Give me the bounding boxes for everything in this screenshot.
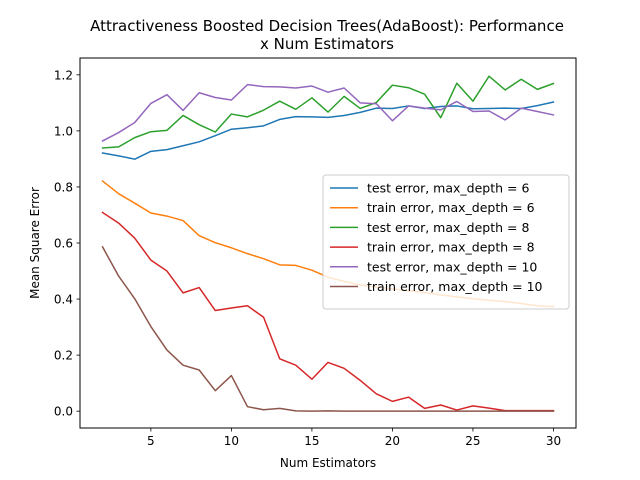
legend-label-1: train error, max_depth = 6 [367, 200, 535, 215]
y-tick-label: 0.8 [54, 180, 73, 194]
y-tick-label: 0.0 [54, 405, 73, 419]
y-tick-label: 0.4 [54, 293, 73, 307]
y-tick-label: 1.0 [54, 124, 73, 138]
series-line-5 [101, 245, 555, 412]
y-axis-label: Mean Square Error [28, 187, 42, 299]
x-axis-label: Num Estimators [280, 456, 376, 470]
chart-title-line1: Attractiveness Boosted Decision Trees(Ad… [90, 17, 564, 35]
series-line-3 [101, 211, 555, 412]
plot-frame [79, 57, 577, 429]
legend-box [322, 174, 570, 310]
legend-label-3: train error, max_depth = 8 [367, 240, 535, 255]
y-tick-label: 1.2 [54, 68, 73, 82]
y-tick-label: 0.6 [54, 237, 73, 251]
series-line-0 [101, 101, 555, 160]
legend: test error, max_depth = 6 train error, ma… [322, 174, 570, 310]
series-line-2 [101, 75, 555, 149]
x-tick-label: 25 [465, 434, 480, 448]
series-line-4 [101, 83, 555, 142]
x-tick-label: 5 [147, 434, 155, 448]
legend-label-2: test error, max_depth = 8 [367, 220, 529, 235]
legend-label-5: train error, max_depth = 10 [367, 279, 543, 294]
x-tick-label: 10 [224, 434, 239, 448]
x-tick-label: 30 [546, 434, 561, 448]
legend-label-4: test error, max_depth = 10 [367, 259, 537, 274]
chart-title-line2: x Num Estimators [260, 35, 394, 53]
y-axis-ticks: 0.0 0.2 0.4 0.6 0.8 1.0 1.2 [54, 68, 80, 419]
x-tick-label: 20 [385, 434, 400, 448]
y-tick-label: 0.2 [54, 349, 73, 363]
legend-label-0: test error, max_depth = 6 [367, 181, 529, 196]
x-tick-label: 15 [304, 434, 319, 448]
x-axis-ticks: 5 10 15 20 25 30 [147, 428, 561, 448]
